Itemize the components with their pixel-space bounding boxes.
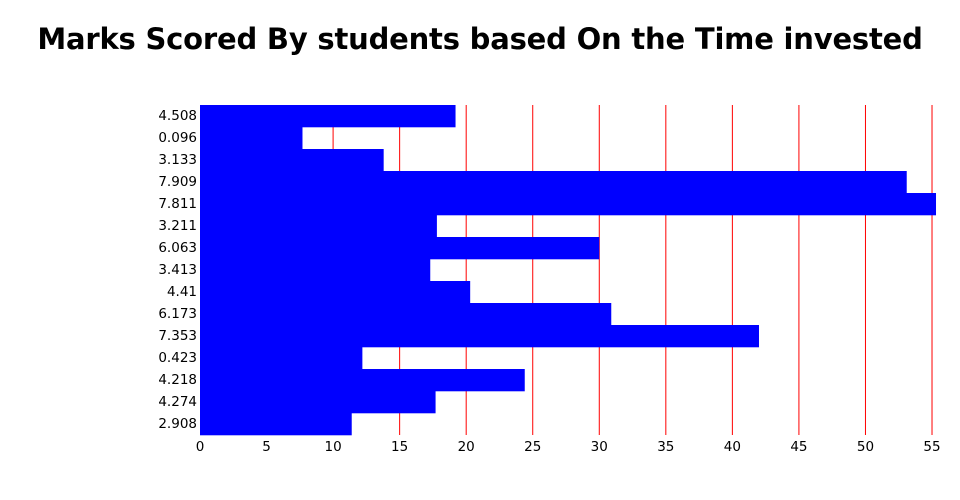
category-label: 3.133	[158, 152, 197, 168]
x-tick-label: 10	[324, 439, 341, 455]
x-tick-label: 25	[524, 439, 541, 455]
category-label: 0.096	[158, 130, 197, 146]
category-label: 7.909	[158, 174, 197, 190]
x-tick-label: 55	[923, 439, 940, 455]
bar	[200, 149, 384, 172]
bar	[200, 215, 437, 238]
category-label: 4.218	[158, 372, 197, 388]
bar	[200, 281, 471, 304]
bars	[200, 105, 937, 436]
bar	[200, 127, 303, 150]
category-label: 4.274	[158, 394, 197, 410]
category-label: 7.353	[158, 328, 197, 344]
bar	[200, 369, 525, 392]
bar	[200, 105, 456, 128]
category-label: 7.811	[158, 196, 197, 212]
bar	[200, 325, 759, 348]
x-tick-label: 20	[458, 439, 475, 455]
category-label: 6.063	[158, 240, 197, 256]
bar	[200, 193, 937, 216]
bar	[200, 391, 436, 414]
category-label: 0.423	[158, 350, 197, 366]
x-tick-label: 5	[262, 439, 271, 455]
category-label: 2.908	[158, 416, 197, 432]
category-label: 6.173	[158, 306, 197, 322]
category-label: 4.41	[167, 284, 197, 300]
bar	[200, 303, 612, 326]
x-tick-label: 30	[591, 439, 608, 455]
bar	[200, 171, 907, 194]
x-tick-label: 45	[790, 439, 807, 455]
x-tick-label: 0	[196, 439, 205, 455]
bar	[200, 259, 431, 282]
chart-title: Marks Scored By students based On the Ti…	[37, 22, 923, 56]
category-label: 3.211	[158, 218, 197, 234]
bar	[200, 347, 363, 370]
x-axis-tick-labels: 0 5 10 15 20 25 30 35 40 45 50 55	[196, 439, 941, 455]
category-label: 3.413	[158, 262, 197, 278]
bar	[200, 413, 352, 436]
x-tick-label: 40	[724, 439, 741, 455]
category-labels: 4.508 0.096 3.133 7.909 7.811 3.211 6.063 3.413…	[158, 108, 197, 432]
x-tick-label: 35	[657, 439, 674, 455]
x-tick-label: 50	[857, 439, 874, 455]
bar	[200, 237, 600, 260]
x-tick-label: 15	[391, 439, 408, 455]
category-label: 4.508	[158, 108, 197, 124]
